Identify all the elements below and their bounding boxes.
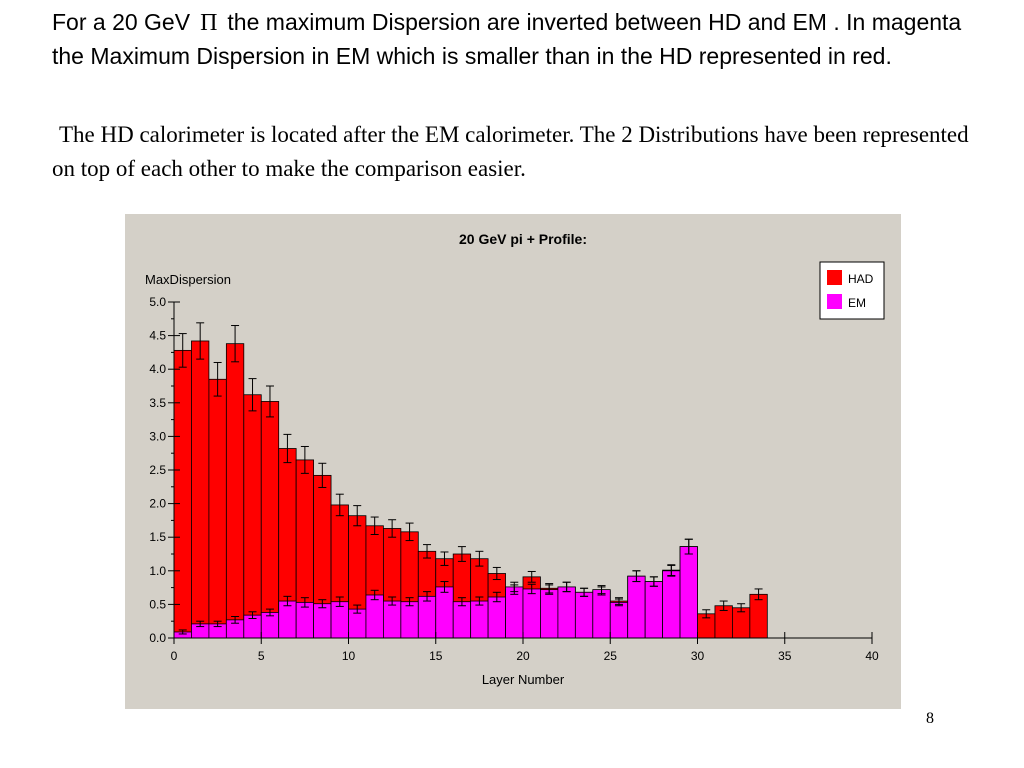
bar-had-33 <box>749 593 768 639</box>
y-tick-label-1.5: 1.5 <box>149 530 166 544</box>
bar-em-17 <box>470 600 489 639</box>
y-tick-label-2.5: 2.5 <box>149 463 166 477</box>
chart-title: 20 GeV pi + Profile: <box>459 231 587 247</box>
y-tick-label-0.0: 0.0 <box>149 631 166 645</box>
bar-em-7 <box>295 601 314 639</box>
bar-em-18 <box>487 596 506 639</box>
bar-em-25 <box>609 601 629 639</box>
bar-had-1 <box>191 340 210 639</box>
bar-em-26 <box>627 575 646 639</box>
y-tick-label-0.5: 0.5 <box>149 597 166 611</box>
bar-em-27 <box>644 581 664 639</box>
x-tick-label-30: 30 <box>691 649 705 663</box>
legend-swatch-em <box>827 294 842 309</box>
legend-swatch-had <box>827 270 842 285</box>
bar-em-29 <box>679 546 698 639</box>
y-tick-label-3.0: 3.0 <box>149 429 166 443</box>
legend: HAD EM <box>819 261 885 320</box>
subtext-body: The HD calorimeter is located after the … <box>52 122 969 181</box>
y-tick-label-5.0: 5.0 <box>149 295 166 309</box>
bar-em-23 <box>574 591 594 639</box>
chart-panel: 20 GeV pi + Profile: MaxDispersion Layer… <box>125 214 901 709</box>
x-tick-label-40: 40 <box>865 649 879 663</box>
bar-had-32 <box>732 607 751 639</box>
legend-label-had: HAD <box>848 272 874 286</box>
y-tick-label-1.0: 1.0 <box>149 564 166 578</box>
y-tick-label-2.0: 2.0 <box>149 497 166 511</box>
bar-em-28 <box>662 570 681 639</box>
x-tick-label-25: 25 <box>604 649 618 663</box>
page-number: 8 <box>926 710 934 727</box>
y-tick-label-3.5: 3.5 <box>149 396 166 410</box>
bar-had-5 <box>260 401 280 639</box>
heading-text-part1: For a 20 GeV <box>52 9 191 35</box>
bar-em-16 <box>452 601 472 639</box>
bar-had-3 <box>225 343 245 639</box>
bar-em-24 <box>592 589 611 639</box>
y-axis-label: MaxDispersion <box>145 272 231 287</box>
bar-em-8 <box>313 603 332 639</box>
bar-em-15 <box>435 586 454 639</box>
bar-em-11 <box>365 594 384 639</box>
legend-label-em: EM <box>848 296 866 310</box>
y-tick-label-4.0: 4.0 <box>149 362 166 376</box>
error-bars-layer <box>178 322 763 635</box>
bar-em-21 <box>540 589 559 639</box>
bars-layer <box>173 340 768 639</box>
x-tick-label-35: 35 <box>778 649 792 663</box>
bar-had-0 <box>173 349 192 639</box>
bar-em-14 <box>417 595 437 639</box>
bar-had-2 <box>208 378 227 639</box>
bar-em-6 <box>278 600 297 639</box>
y-tick-label-4.5: 4.5 <box>149 329 166 343</box>
chart-svg: 20 GeV pi + Profile: MaxDispersion Layer… <box>145 231 885 687</box>
bar-em-20 <box>522 588 541 639</box>
x-tick-label-0: 0 <box>171 649 178 663</box>
heading-text-part2: the maximum Dispersion are inverted betw… <box>52 9 962 69</box>
pi-symbol: Π <box>200 10 218 36</box>
bar-em-13 <box>400 601 419 639</box>
x-tick-label-10: 10 <box>342 649 356 663</box>
x-tick-label-5: 5 <box>258 649 265 663</box>
bar-em-22 <box>557 586 576 639</box>
bar-em-12 <box>382 600 402 639</box>
slide-subtext: The HD calorimeter is located after the … <box>52 118 972 186</box>
x-tick-label-20: 20 <box>516 649 530 663</box>
bar-em-9 <box>330 601 349 639</box>
bar-had-4 <box>243 394 262 639</box>
x-tick-label-15: 15 <box>429 649 443 663</box>
axes-layer: 0.0 0.5 1.0 1.5 2.0 2.5 3.0 3.5 4.0 4.5 5.0 0 5 10 15 2… <box>149 295 879 663</box>
x-axis-label: Layer Number <box>482 672 565 687</box>
